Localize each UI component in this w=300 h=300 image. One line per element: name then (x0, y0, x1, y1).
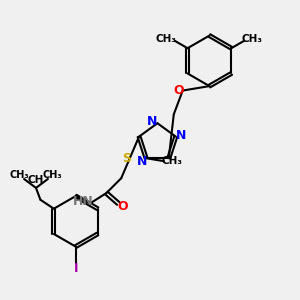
Text: I: I (74, 262, 78, 275)
Text: O: O (117, 200, 128, 213)
Text: CH: CH (28, 176, 44, 185)
Text: CH₃: CH₃ (162, 156, 183, 166)
Text: HN: HN (73, 196, 94, 208)
Text: S: S (122, 152, 131, 165)
Text: N: N (176, 129, 186, 142)
Text: CH₃: CH₃ (43, 169, 62, 179)
Text: CH₃: CH₃ (241, 34, 262, 44)
Text: N: N (147, 115, 157, 128)
Text: N: N (136, 155, 147, 168)
Text: O: O (173, 84, 184, 97)
Text: CH₃: CH₃ (155, 34, 176, 44)
Text: CH₃: CH₃ (10, 169, 29, 179)
